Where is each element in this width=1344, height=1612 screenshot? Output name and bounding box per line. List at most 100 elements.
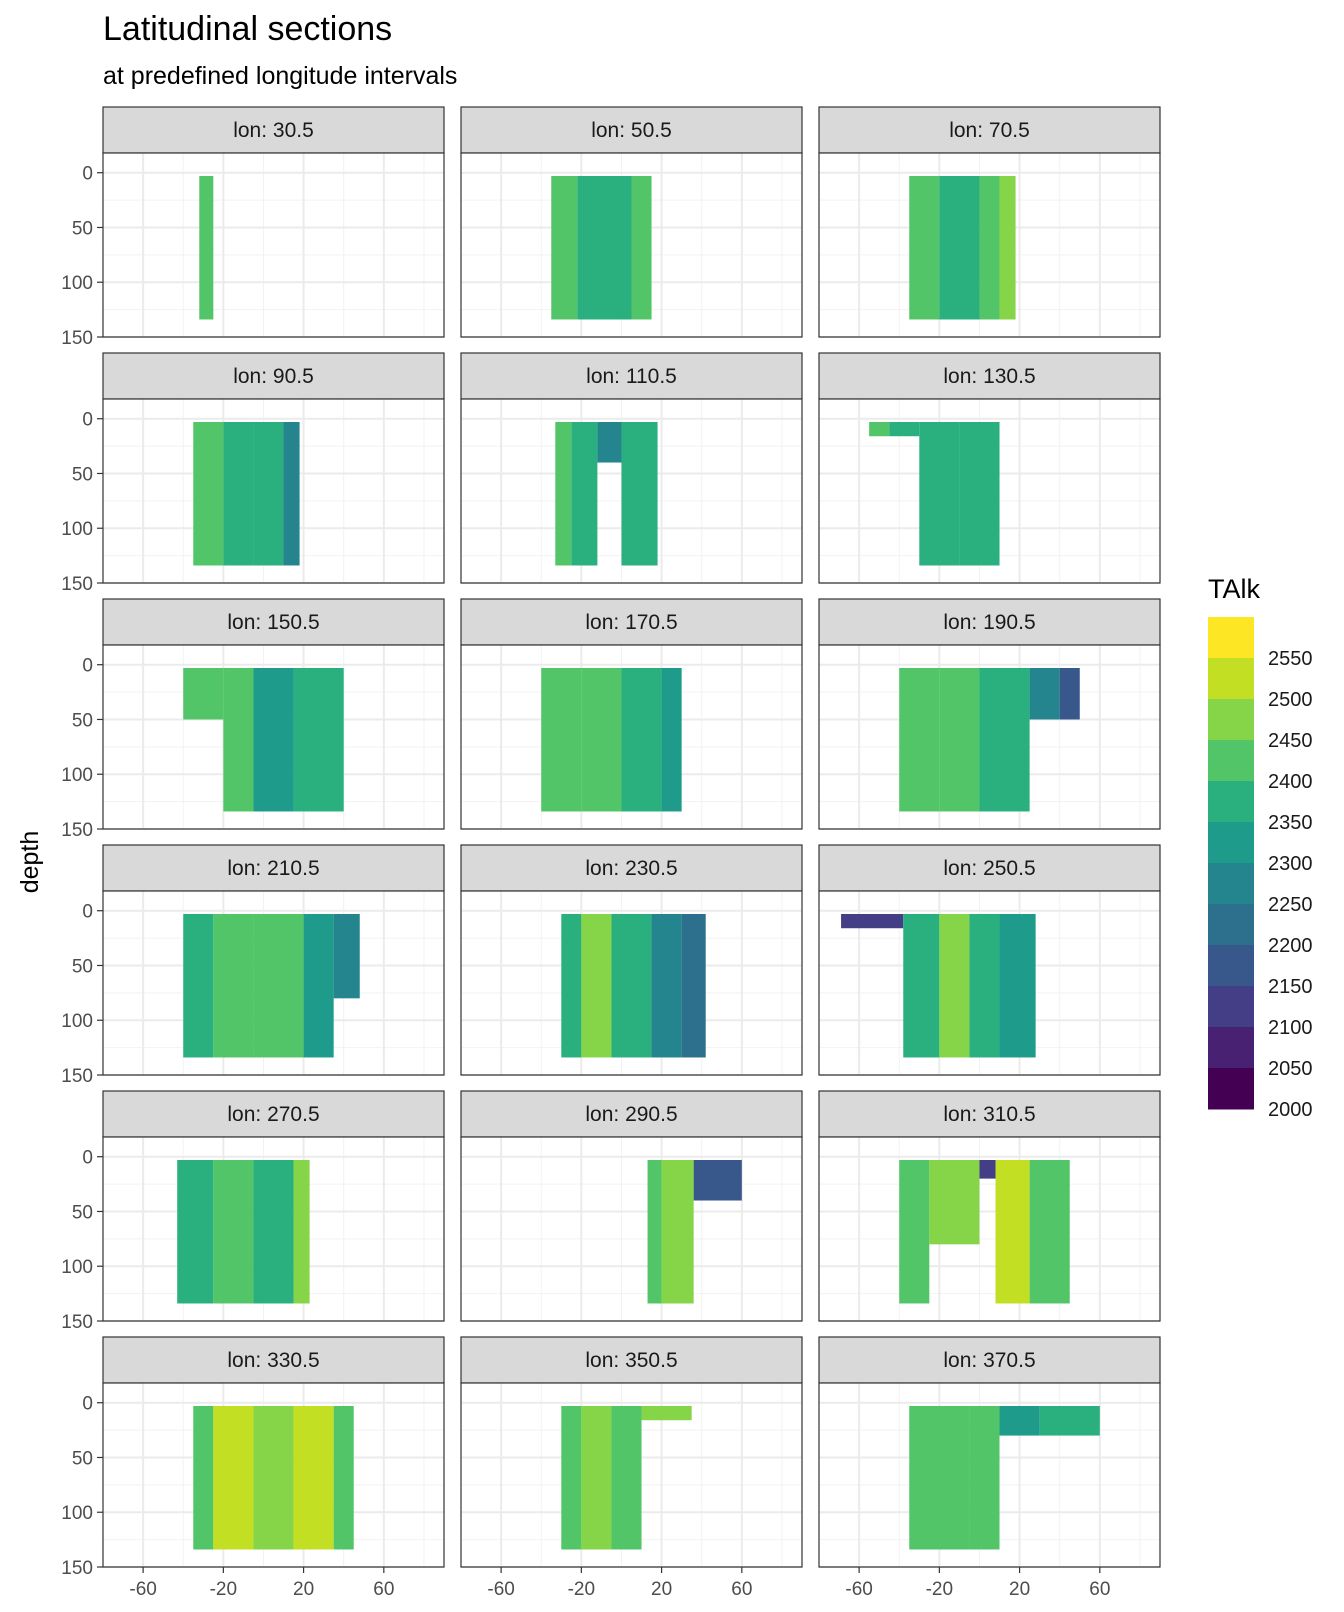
legend-color-bin — [1208, 699, 1254, 741]
legend-label: 2200 — [1268, 935, 1313, 957]
legend-color-bin — [1208, 617, 1254, 659]
x-tick-label: 60 — [373, 1579, 394, 1600]
legend-label: 2550 — [1268, 648, 1313, 670]
facet-strip — [818, 352, 1161, 400]
x-tick-label: 60 — [1089, 1579, 1110, 1600]
panel-border — [102, 398, 445, 584]
data-region — [333, 1406, 354, 1550]
data-region — [621, 422, 658, 566]
data-region — [919, 422, 960, 566]
facet-panels: lon: 30.5 0 50 100 150 lon: 50.5 lon: 70.5 lon:… — [61, 106, 1161, 1600]
data-region — [213, 914, 254, 1058]
panel-border — [818, 398, 1161, 584]
data-region — [841, 914, 904, 929]
data-region — [869, 422, 890, 437]
legend-label: 2500 — [1268, 689, 1313, 711]
panel-border — [460, 644, 803, 830]
facet-panel: lon: 130.5 — [818, 352, 1161, 584]
chart-subtitle: at predefined longitude intervals — [103, 62, 457, 90]
data-region — [929, 1160, 980, 1245]
x-tick-label: -20 — [568, 1579, 595, 1600]
data-region — [223, 668, 254, 812]
legend: TAlk 2550 2500 2450 2400 2350 2300 2250 2200 2150… — [1208, 574, 1313, 1121]
data-region — [183, 914, 214, 1058]
facet-panel: lon: 170.5 — [460, 598, 803, 830]
facet-strip — [460, 1336, 803, 1384]
data-region — [213, 1406, 254, 1550]
facet-strip — [102, 1336, 445, 1384]
data-region — [995, 1160, 1030, 1304]
data-region — [969, 914, 1000, 1058]
data-region — [253, 422, 284, 566]
data-region — [581, 668, 622, 812]
facet-panel: lon: 350.5 -60 -20 20 60 — [460, 1336, 803, 1600]
y-tick-label: 100 — [61, 1011, 93, 1032]
data-region — [979, 668, 1030, 812]
legend-color-bin — [1208, 945, 1254, 987]
legend-label: 2050 — [1268, 1058, 1313, 1080]
facet-strip-label: lon: 130.5 — [943, 365, 1035, 388]
data-region — [293, 1160, 310, 1304]
facet-strip — [460, 598, 803, 646]
data-region — [1059, 668, 1080, 720]
panel-border — [818, 1382, 1161, 1568]
legend-color-bin — [1208, 904, 1254, 946]
y-tick-label: 0 — [82, 164, 93, 185]
data-region — [631, 176, 652, 320]
panel-background — [103, 153, 444, 337]
x-tick-label: -60 — [129, 1579, 156, 1600]
facet-strip — [818, 1336, 1161, 1384]
facet-strip — [102, 598, 445, 646]
panel-border — [818, 152, 1161, 338]
legend-color-bin — [1208, 781, 1254, 823]
facet-panel: lon: 70.5 — [818, 106, 1161, 338]
legend-color-bin — [1208, 658, 1254, 700]
y-tick-label: 50 — [72, 1448, 93, 1469]
facet-strip-label: lon: 30.5 — [233, 119, 314, 142]
data-region — [681, 914, 706, 1058]
data-region — [969, 1406, 1000, 1550]
data-region — [561, 1406, 582, 1550]
facet-strip-label: lon: 70.5 — [949, 119, 1030, 142]
facet-panel: lon: 230.5 — [460, 844, 803, 1076]
panel-border — [460, 152, 803, 338]
data-region — [213, 1160, 254, 1304]
facet-strip — [460, 106, 803, 154]
data-region — [177, 1160, 214, 1304]
facet-strip — [102, 1090, 445, 1138]
data-region — [223, 422, 254, 566]
data-region — [199, 176, 214, 320]
data-region — [253, 1406, 294, 1550]
data-region — [597, 422, 622, 463]
y-tick-label: 0 — [82, 1148, 93, 1169]
legend-color-bin — [1208, 1027, 1254, 1069]
legend-label: 2100 — [1268, 1017, 1313, 1039]
data-region — [1029, 1160, 1070, 1304]
facet-strip — [460, 1090, 803, 1138]
data-region — [651, 914, 682, 1058]
data-region — [889, 422, 920, 437]
panel-border — [818, 644, 1161, 830]
y-axis-title: depth — [16, 831, 44, 894]
y-tick-label: 100 — [61, 519, 93, 540]
panel-border — [102, 890, 445, 1076]
y-tick-label: 100 — [61, 1503, 93, 1524]
legend-color-bin — [1208, 822, 1254, 864]
facet-strip-label: lon: 150.5 — [227, 611, 319, 634]
x-tick-label: -60 — [845, 1579, 872, 1600]
data-region — [979, 176, 1000, 320]
chart-title: Latitudinal sections — [103, 10, 392, 48]
facet-panel: lon: 30.5 0 50 100 150 — [61, 106, 445, 349]
data-region — [1029, 668, 1060, 720]
data-region — [611, 1406, 642, 1550]
data-region — [253, 914, 304, 1058]
data-region — [999, 176, 1016, 320]
x-tick-label: -20 — [926, 1579, 953, 1600]
y-tick-label: 150 — [61, 1066, 93, 1087]
facet-strip — [102, 106, 445, 154]
data-region — [571, 422, 598, 566]
x-tick-label: -60 — [487, 1579, 514, 1600]
data-region — [661, 668, 682, 812]
facet-panel: lon: 270.5 0 50 100 150 — [61, 1090, 445, 1333]
